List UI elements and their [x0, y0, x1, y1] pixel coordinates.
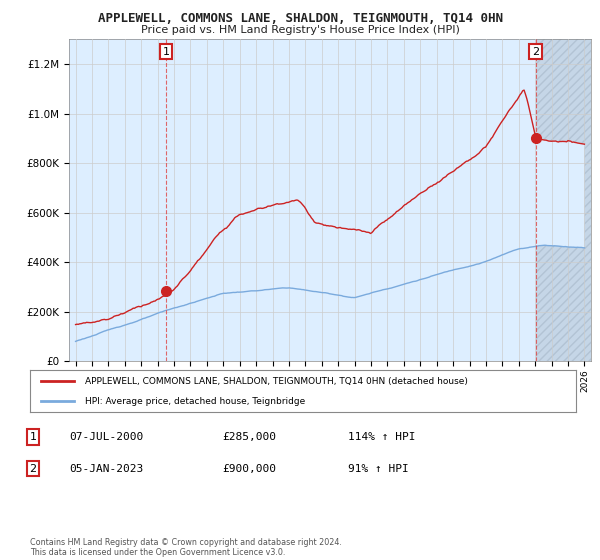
Text: APPLEWELL, COMMONS LANE, SHALDON, TEIGNMOUTH, TQ14 0HN: APPLEWELL, COMMONS LANE, SHALDON, TEIGNM… — [97, 12, 503, 25]
Text: 91% ↑ HPI: 91% ↑ HPI — [348, 464, 409, 474]
Text: 2: 2 — [29, 464, 37, 474]
Text: 07-JUL-2000: 07-JUL-2000 — [69, 432, 143, 442]
Text: £900,000: £900,000 — [222, 464, 276, 474]
Text: 114% ↑ HPI: 114% ↑ HPI — [348, 432, 415, 442]
Text: 1: 1 — [29, 432, 37, 442]
Text: 1: 1 — [163, 46, 170, 57]
Text: Contains HM Land Registry data © Crown copyright and database right 2024.
This d: Contains HM Land Registry data © Crown c… — [30, 538, 342, 557]
Text: HPI: Average price, detached house, Teignbridge: HPI: Average price, detached house, Teig… — [85, 396, 305, 405]
Bar — [536, 39, 591, 361]
Text: £285,000: £285,000 — [222, 432, 276, 442]
Text: 2: 2 — [532, 46, 539, 57]
Text: Price paid vs. HM Land Registry's House Price Index (HPI): Price paid vs. HM Land Registry's House … — [140, 25, 460, 35]
Text: 05-JAN-2023: 05-JAN-2023 — [69, 464, 143, 474]
Text: APPLEWELL, COMMONS LANE, SHALDON, TEIGNMOUTH, TQ14 0HN (detached house): APPLEWELL, COMMONS LANE, SHALDON, TEIGNM… — [85, 377, 467, 386]
